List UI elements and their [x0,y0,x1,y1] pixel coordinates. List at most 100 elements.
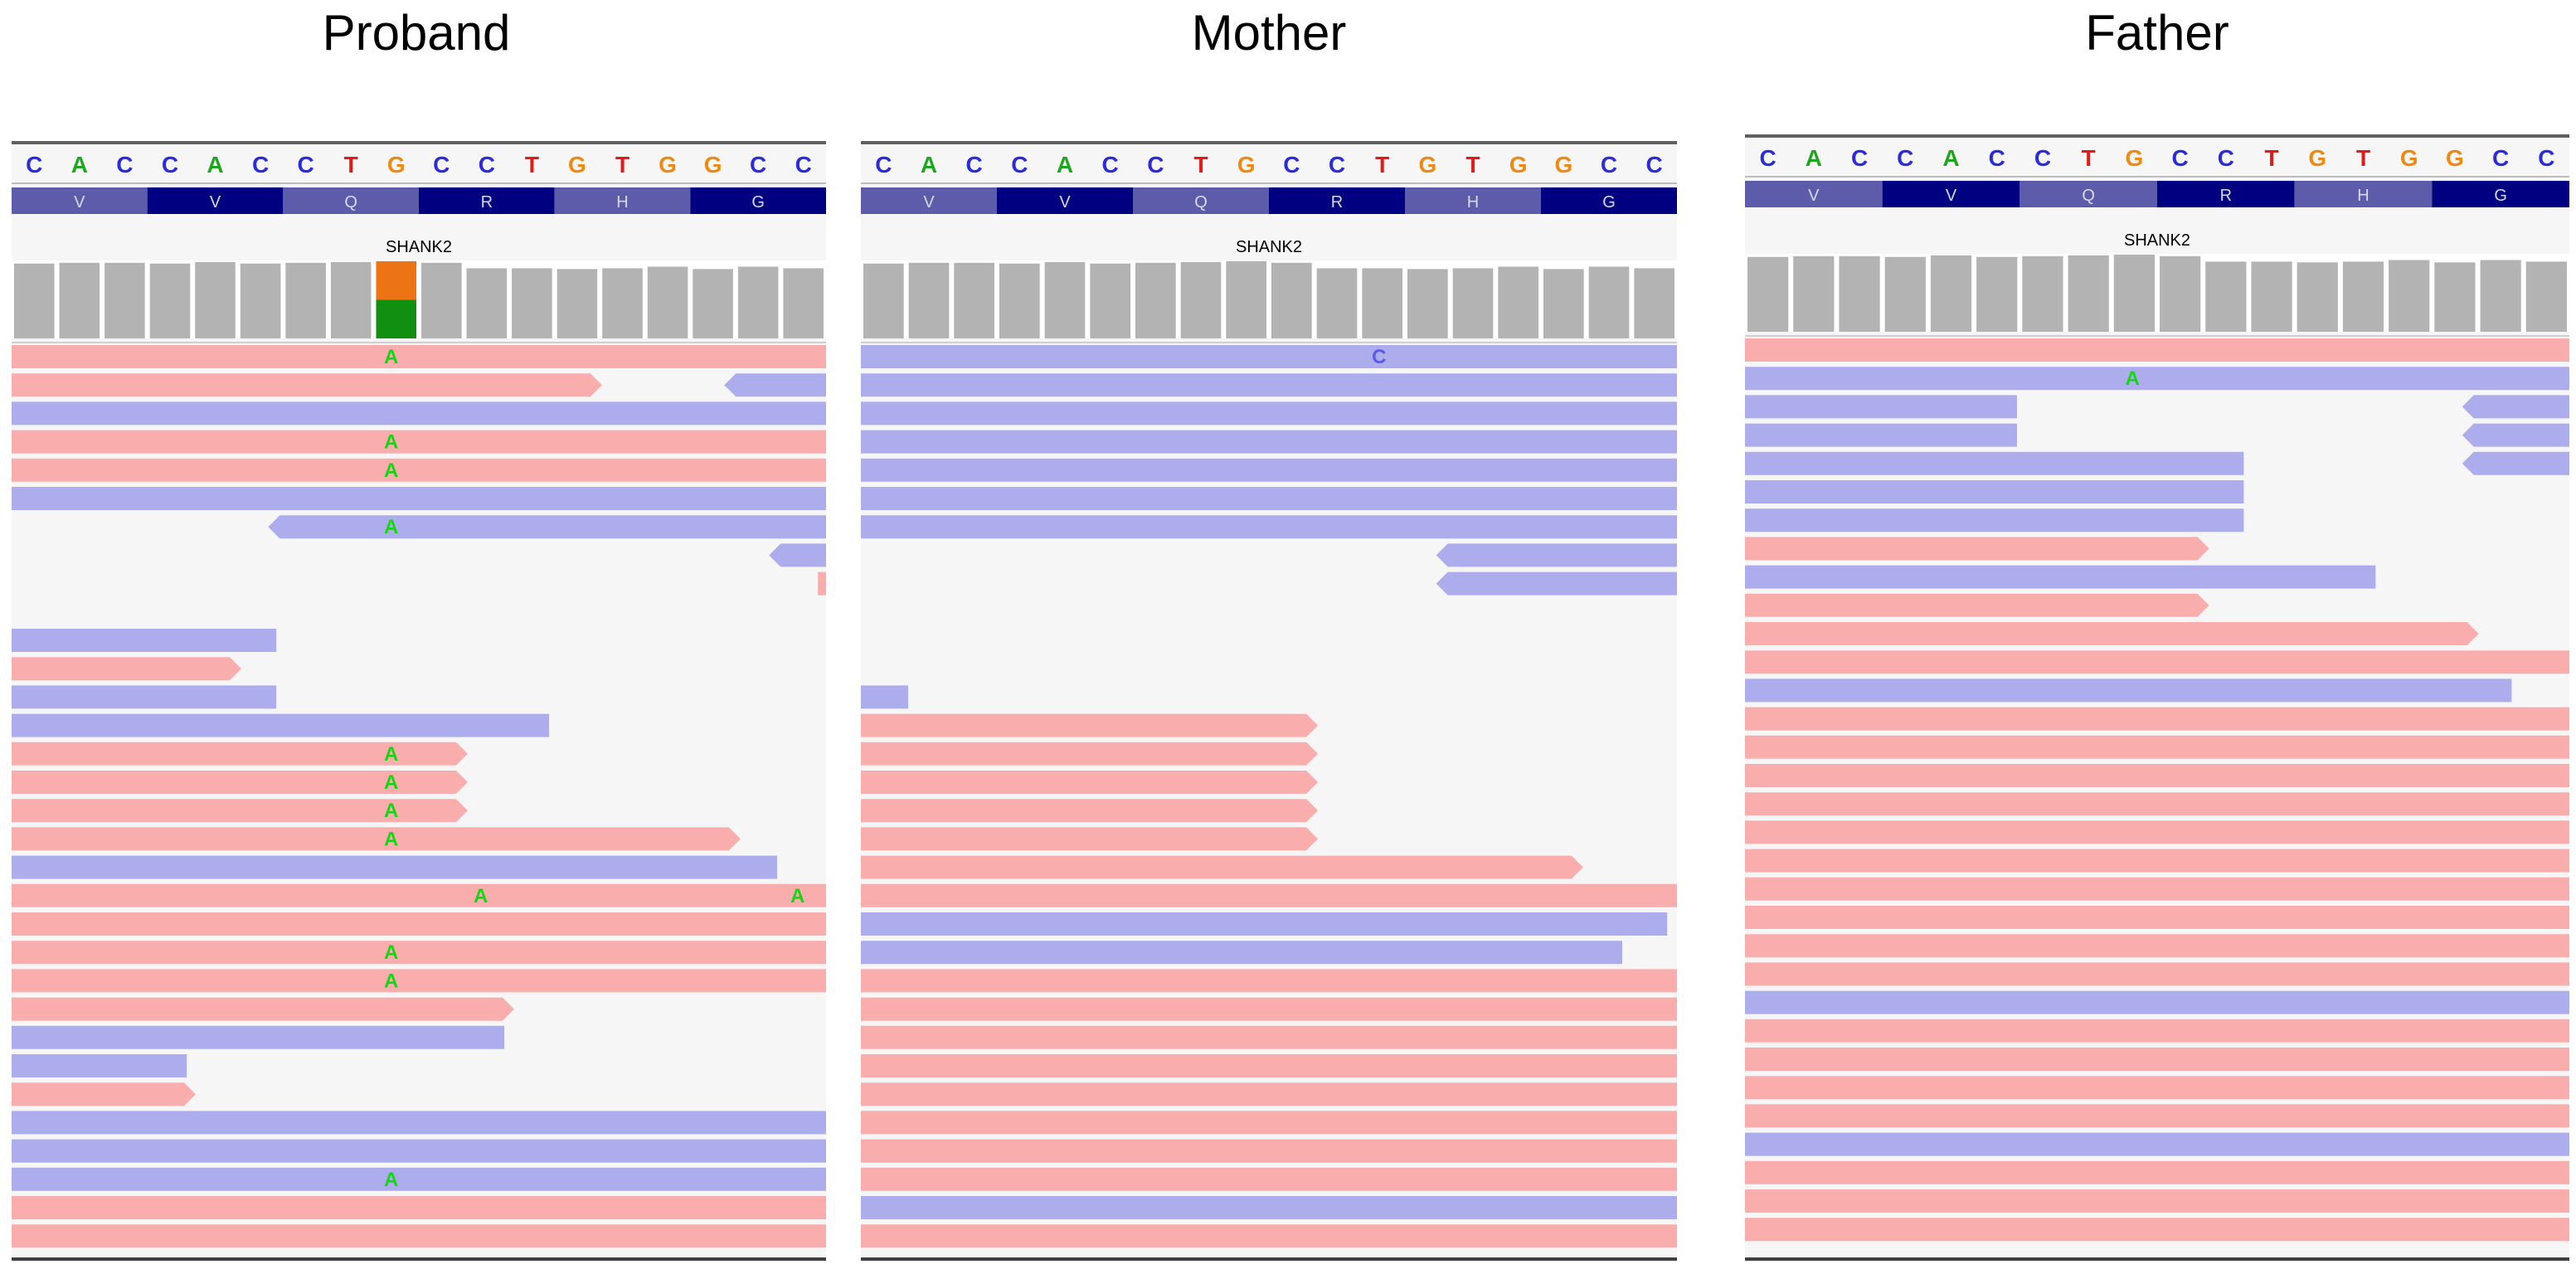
reference-base: G [2125,145,2143,171]
reference-base: C [26,152,42,178]
forward-read [1745,707,2569,731]
forward-read [861,771,1319,794]
coverage-bar [104,262,145,338]
coverage-bar [2113,254,2155,332]
forward-read [12,1224,826,1248]
coverage-bar [737,266,779,338]
reference-base: C [795,152,812,178]
forward-read [12,373,602,397]
forward-read [12,912,826,936]
reverse-read [1745,423,2018,447]
forward-read [861,855,1583,879]
panel-top-border [1745,134,2569,138]
coverage-bar [240,263,281,338]
coverage-bar [908,262,950,338]
coverage-track-bg [12,260,826,338]
reverse-read [12,487,826,510]
amino-acid-cell [690,187,826,214]
reference-base: C [1147,152,1164,178]
reverse-read [12,1139,826,1163]
reference-base: C [1601,152,1617,178]
reverse-read [12,1167,826,1191]
sequence-divider [861,182,1677,184]
reference-base: T [2265,145,2279,171]
reference-base: C [875,152,892,178]
amino-acid-cell [1882,181,2020,207]
forward-read [12,771,468,794]
gene-label: SHANK2 [386,238,452,256]
amino-acid-label: V [210,193,221,212]
reverse-read [1745,678,2512,703]
coverage-bar [1452,268,1494,338]
reference-base: C [2538,145,2554,171]
coverage-bar [1588,266,1630,338]
gene-label: SHANK2 [2124,231,2190,250]
amino-acid-label: H [616,193,628,212]
mismatch-base: A [790,885,804,907]
reference-base: T [1465,152,1480,178]
reverse-read [861,487,1677,510]
reference-base: A [921,152,937,178]
reverse-read [268,515,826,539]
sequence-divider [12,182,826,184]
reference-base: G [1509,152,1528,178]
forward-read [1745,1104,2569,1128]
coverage-bar [1498,266,1538,338]
reverse-read [1745,1132,2569,1156]
amino-acid-label: G [751,193,765,212]
forward-read [1745,1160,2569,1184]
mismatch-base: A [384,346,398,368]
reverse-read [12,713,550,737]
amino-acid-label: G [1602,193,1616,212]
reverse-read [861,912,1668,936]
mismatch-base: A [2126,367,2140,390]
amino-acid-cell [147,187,284,214]
reference-base: C [1646,152,1663,178]
coverage-bar [1044,261,1086,338]
coverage-bar [2525,261,2567,332]
reverse-read [769,543,826,567]
reference-base: G [387,152,406,178]
forward-read [861,1082,1677,1106]
mismatch-base: C [1372,346,1386,368]
forward-read [861,742,1319,766]
forward-read [861,969,1677,993]
reference-base: C [1102,152,1119,178]
mismatch-base: A [384,1169,398,1191]
forward-read [1745,1019,2569,1043]
coverage-bar [1747,256,1789,332]
reference-base: T [2082,145,2096,171]
coverage-bar [149,263,191,338]
coverage-bar [195,261,236,338]
reference-base: G [2446,145,2464,171]
forward-read [12,997,514,1021]
reference-base: C [1851,145,1868,171]
coverage-bar [2480,260,2521,332]
forward-read [1745,764,2569,787]
forward-read [12,799,468,823]
mismatch-base: A [384,771,398,794]
reverse-read [1745,480,2244,503]
reference-base: C [433,152,450,178]
panel-top-border [12,141,826,144]
coverage-bar [1226,260,1266,338]
mismatch-base: A [384,516,398,538]
proband-igv-panel: C A C C A C C T G C C T G T G G C C V V Q R H G SHANK2 A A A A A A A A A A… [12,141,826,1261]
coverage-bar [2251,261,2292,332]
amino-acid-cell [2157,181,2295,207]
coverage-track-bg [861,260,1677,338]
reference-base: C [2171,145,2188,171]
amino-acid-label: V [1808,187,1820,205]
reference-base: C [252,152,269,178]
amino-acid-cell [2294,181,2433,207]
reference-base: T [615,152,629,178]
father-igv-panel: C A C C A C C T G C C T G T G G C C V V Q R H G SHANK2 A [1745,134,2569,1261]
reverse-read [861,458,1677,482]
coverage-bar [999,263,1040,338]
amino-acid-cell [2019,181,2157,207]
amino-acid-cell [419,187,555,214]
reference-base: A [207,152,223,178]
reverse-read [12,1054,187,1077]
amino-acid-label: Q [2082,187,2095,205]
